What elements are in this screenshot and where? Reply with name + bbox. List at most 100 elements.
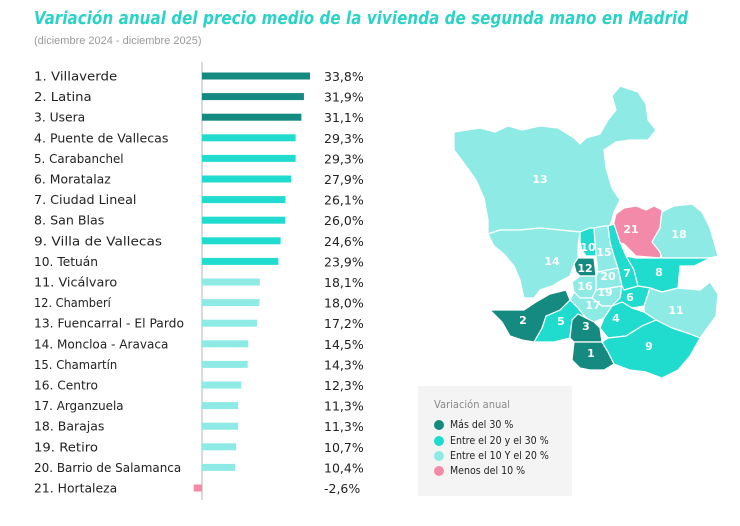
value-label: 18,1% xyxy=(324,275,364,290)
map-label-15: 15 xyxy=(596,246,611,259)
category-label: 20. Barrio de Salamanca xyxy=(34,460,181,475)
bar xyxy=(202,278,260,286)
bar xyxy=(193,484,202,492)
legend-item-under10: Menos del 10 % xyxy=(434,465,533,477)
bar xyxy=(202,402,239,410)
category-label: 17. Arganzuela xyxy=(34,398,124,413)
bar xyxy=(202,422,239,430)
bar xyxy=(202,113,302,121)
map-label-7: 7 xyxy=(623,267,631,280)
legend-label: Entre el 20 y el 30 % xyxy=(450,435,549,447)
legend-item-over30: Más del 30 % xyxy=(434,419,520,431)
category-label: 12. Chamberí xyxy=(34,295,111,310)
map-label-10: 10 xyxy=(580,241,596,254)
map-label-11: 11 xyxy=(668,304,683,317)
map-label-13: 13 xyxy=(532,173,547,186)
legend-label: Menos del 10 % xyxy=(450,465,526,477)
bar xyxy=(202,381,242,389)
value-label: 12,3% xyxy=(324,378,364,393)
value-label: 11,3% xyxy=(324,419,364,434)
map-district-1 xyxy=(571,341,615,371)
category-label: 14. Moncloa - Aravaca xyxy=(34,336,168,351)
bar xyxy=(202,237,281,245)
map-label-18: 18 xyxy=(671,228,686,241)
value-label: 26,1% xyxy=(324,193,364,208)
map-district-2 xyxy=(489,289,571,343)
value-label: 26,0% xyxy=(324,213,364,228)
map-district-10 xyxy=(579,227,597,257)
value-label: 23,9% xyxy=(324,254,364,269)
map-label-21: 21 xyxy=(623,223,638,236)
legend: Variación anual Más del 30 % Entre el 20… xyxy=(418,386,572,496)
bar xyxy=(202,340,249,348)
category-label: 18. Barajas xyxy=(34,419,104,434)
bar xyxy=(202,443,237,451)
category-label: 2. Latina xyxy=(34,89,92,104)
value-label: 10,7% xyxy=(324,440,364,455)
bar xyxy=(202,175,292,183)
legend-swatch xyxy=(434,420,444,430)
value-label: 10,4% xyxy=(324,460,364,475)
legend-swatch xyxy=(434,466,444,476)
category-label: 9. Villa de Vallecas xyxy=(34,233,162,248)
value-label: -2,6% xyxy=(324,481,360,496)
bar xyxy=(202,299,260,307)
chart-title: Variación anual del precio medio de la v… xyxy=(34,9,689,29)
legend-label: Más del 30 % xyxy=(450,419,514,431)
category-label: 16. Centro xyxy=(34,378,98,393)
value-label: 24,6% xyxy=(324,234,364,249)
category-label: 3. Usera xyxy=(34,110,85,125)
bar xyxy=(202,134,296,142)
map-label-4: 4 xyxy=(612,312,620,325)
legend-item-20-30: Entre el 20 y el 30 % xyxy=(434,435,560,447)
map-label-14: 14 xyxy=(544,255,560,268)
bar xyxy=(202,463,236,471)
bar xyxy=(202,216,286,224)
value-label: 18,0% xyxy=(324,296,364,311)
category-label: 19. Retiro xyxy=(34,439,98,454)
value-label: 33,8% xyxy=(324,69,364,84)
bar xyxy=(202,154,296,162)
bar xyxy=(202,257,279,265)
category-label: 13. Fuencarral - El Pardo xyxy=(34,316,184,331)
value-label: 27,9% xyxy=(324,172,364,187)
map-label-2: 2 xyxy=(519,314,527,327)
district-map: 13 21 18 14 10 15 12 20 7 8 16 19 6 11 1… xyxy=(453,85,719,379)
category-label: 4. Puente de Vallecas xyxy=(34,130,168,145)
map-label-3: 3 xyxy=(582,320,590,333)
map-label-8: 8 xyxy=(655,266,663,279)
map-label-19: 19 xyxy=(597,286,612,299)
legend-swatch xyxy=(434,436,444,446)
bar xyxy=(202,93,304,101)
map-district-6 xyxy=(611,285,651,309)
bar-chart: 1. Villaverde 33,8% 2. Latina 31,9% 3. Usera… xyxy=(34,62,364,500)
map-label-6: 6 xyxy=(626,291,634,304)
bar xyxy=(202,72,310,80)
legend-title: Variación anual xyxy=(434,398,511,411)
value-label: 29,3% xyxy=(324,131,364,146)
category-label: 10. Tetuán xyxy=(34,254,98,269)
category-label: 15. Chamartín xyxy=(34,357,117,372)
category-label: 6. Moratalaz xyxy=(34,172,111,187)
value-label: 11,3% xyxy=(324,399,364,414)
map-label-16: 16 xyxy=(577,280,593,293)
category-label: 11. Vicálvaro xyxy=(34,275,117,290)
bar xyxy=(202,319,257,327)
map-label-12: 12 xyxy=(577,262,592,275)
legend-label: Entre el 10 Y el 20 % xyxy=(450,450,549,462)
value-label: 31,9% xyxy=(324,90,364,105)
category-label: 5. Carabanchel xyxy=(34,151,124,166)
bar xyxy=(202,196,286,204)
map-district-9 xyxy=(601,319,701,379)
value-label: 17,2% xyxy=(324,316,364,331)
category-label: 21. Hortaleza xyxy=(34,481,117,496)
map-label-20: 20 xyxy=(600,270,616,283)
map-district-18 xyxy=(651,203,719,259)
legend-item-10-20: Entre el 10 Y el 20 % xyxy=(434,450,560,462)
value-label: 14,5% xyxy=(324,337,364,352)
map-label-17: 17 xyxy=(585,299,600,312)
map-label-9: 9 xyxy=(645,340,653,353)
map-label-1: 1 xyxy=(587,347,595,360)
value-label: 29,3% xyxy=(324,151,364,166)
category-label: 1. Villaverde xyxy=(34,69,118,84)
